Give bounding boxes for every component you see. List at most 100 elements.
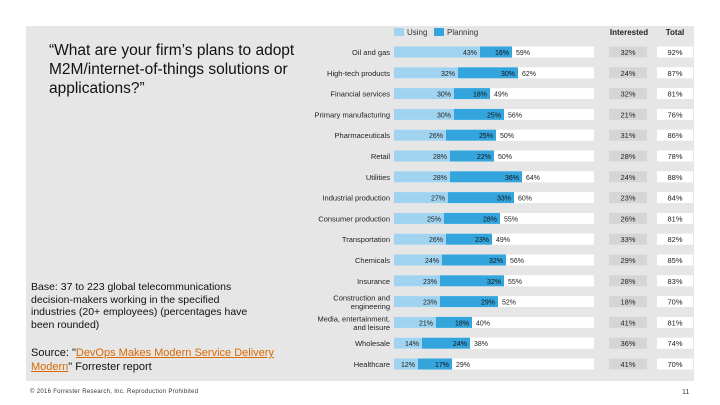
bar-using <box>394 212 444 224</box>
bar-using <box>394 46 480 58</box>
bar-using <box>394 358 418 370</box>
bar-planning <box>450 171 522 183</box>
total-value: 86% <box>667 131 682 140</box>
category-label: Financial services <box>330 90 390 99</box>
interested-box <box>609 192 647 204</box>
label-combined: 64% <box>526 175 540 182</box>
label-combined: 29% <box>456 362 470 369</box>
bar-planning <box>448 192 514 204</box>
label-planning: 23% <box>475 237 489 244</box>
bar-using <box>394 171 450 183</box>
bar-planning <box>454 88 490 100</box>
total-value: 81% <box>667 90 682 99</box>
label-combined: 38% <box>474 341 488 348</box>
survey-question: “What are your firm’s plans to adopt M2M… <box>49 42 295 97</box>
interested-box <box>609 337 647 349</box>
label-planning: 29% <box>481 300 495 307</box>
label-using: 43% <box>463 50 477 57</box>
total-value: 70% <box>667 298 682 307</box>
label-combined: 52% <box>502 300 516 307</box>
category-label: Chemicals <box>355 256 390 265</box>
interested-value: 26% <box>620 214 635 223</box>
total-box <box>657 192 693 204</box>
label-using: 28% <box>433 175 447 182</box>
total-box <box>657 129 693 141</box>
bar-planning <box>458 67 518 79</box>
label-combined: 49% <box>496 237 510 244</box>
label-combined: 62% <box>522 71 536 78</box>
category-label: Healthcare <box>354 360 390 369</box>
total-box <box>657 233 693 245</box>
label-using: 24% <box>425 258 439 265</box>
bar-track <box>394 316 594 328</box>
total-value: 87% <box>667 69 682 78</box>
label-using: 32% <box>441 71 455 78</box>
interested-box <box>609 358 647 370</box>
total-box <box>657 337 693 349</box>
interested-box <box>609 212 647 224</box>
interested-value: 24% <box>620 69 635 78</box>
bar-using <box>394 316 436 328</box>
interested-box <box>609 88 647 100</box>
bar-using <box>394 88 454 100</box>
interested-box <box>609 275 647 287</box>
category-label: Construction and engineering <box>333 294 390 312</box>
label-combined: 56% <box>508 112 522 119</box>
total-box <box>657 358 693 370</box>
interested-box <box>609 233 647 245</box>
interested-column-header: Interested <box>610 28 648 37</box>
label-using: 27% <box>431 196 445 203</box>
interested-value: 32% <box>620 90 635 99</box>
source-suffix: " Forrester report <box>68 360 152 373</box>
bar-using <box>394 296 440 308</box>
bar-planning <box>450 150 494 162</box>
source-report-link[interactable]: DevOps Makes Modern Service Delivery Mod… <box>31 347 274 373</box>
chart-legend: Using Planning <box>394 28 478 37</box>
label-planning: 17% <box>435 362 449 369</box>
total-box <box>657 316 693 328</box>
total-box <box>657 296 693 308</box>
bar-planning <box>440 296 498 308</box>
label-using: 23% <box>423 300 437 307</box>
interested-box <box>609 150 647 162</box>
bar-planning <box>442 254 506 266</box>
category-label: Oil and gas <box>352 48 390 57</box>
label-planning: 32% <box>489 258 503 265</box>
label-using: 12% <box>401 362 415 369</box>
category-label: Consumer production <box>318 214 390 223</box>
total-box <box>657 88 693 100</box>
bar-using <box>394 129 446 141</box>
bar-using <box>394 192 448 204</box>
label-planning: 36% <box>505 175 519 182</box>
total-value: 82% <box>667 235 682 244</box>
total-value: 81% <box>667 214 682 223</box>
total-value: 85% <box>667 256 682 265</box>
total-value: 78% <box>667 152 682 161</box>
category-label: Pharmaceuticals <box>335 131 391 140</box>
label-combined: 50% <box>498 154 512 161</box>
bar-planning <box>440 275 504 287</box>
label-planning: 33% <box>497 196 511 203</box>
total-box <box>657 254 693 266</box>
interested-box <box>609 46 647 58</box>
interested-value: 41% <box>620 360 635 369</box>
label-using: 26% <box>429 133 443 140</box>
legend-swatch-using <box>394 28 404 36</box>
label-using: 30% <box>437 112 451 119</box>
category-label: Insurance <box>357 277 390 286</box>
total-box <box>657 275 693 287</box>
source-prefix: Source: " <box>31 347 76 359</box>
total-box <box>657 46 693 58</box>
label-planning: 22% <box>477 154 491 161</box>
label-planning: 24% <box>453 341 467 348</box>
legend-label-planning: Planning <box>447 28 478 37</box>
label-combined: 56% <box>510 258 524 265</box>
interested-value: 28% <box>620 277 635 286</box>
interested-box <box>609 316 647 328</box>
bar-using <box>394 233 446 245</box>
bar-planning <box>444 212 500 224</box>
label-combined: 60% <box>518 196 532 203</box>
label-planning: 30% <box>501 71 515 78</box>
copyright-footer: © 2016 Forrester Research, Inc. Reproduc… <box>30 389 199 395</box>
